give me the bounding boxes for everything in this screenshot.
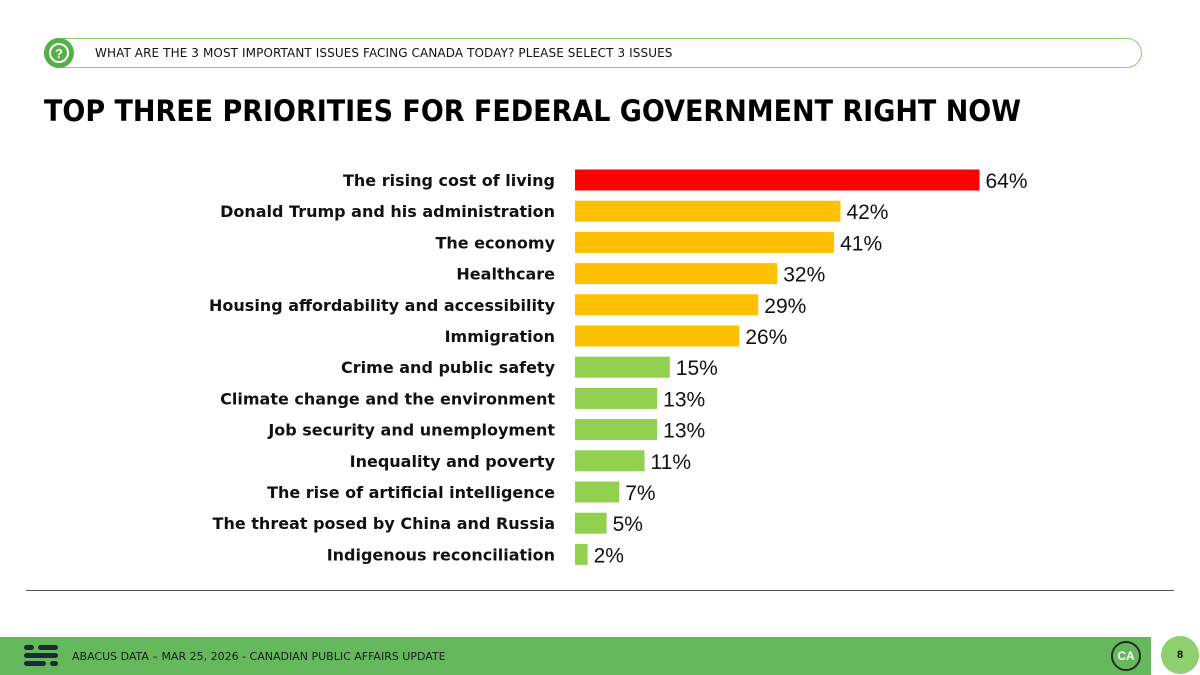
bar [575, 419, 658, 441]
value-label: 26% [745, 326, 787, 349]
value-label: 32% [783, 264, 825, 287]
bar [575, 481, 620, 503]
bar [575, 356, 670, 378]
category-label: The economy [435, 233, 555, 252]
bar [575, 512, 607, 534]
value-label: 5% [613, 513, 643, 536]
bar [575, 200, 841, 222]
bar [575, 325, 740, 347]
bar [575, 169, 980, 191]
category-label: Indigenous reconciliation [327, 545, 555, 564]
category-label: Housing affordability and accessibility [209, 296, 556, 315]
bar [575, 231, 835, 253]
category-label: Healthcare [456, 265, 555, 284]
value-label: 64% [985, 170, 1027, 193]
value-label: 29% [764, 295, 806, 318]
bar [575, 450, 645, 472]
category-label: Crime and public safety [341, 358, 556, 377]
footer-bar: ABACUS DATA – MAR 25, 2026 - CANADIAN PU… [0, 637, 1151, 675]
bar [575, 294, 759, 316]
page-number: 8 [1161, 636, 1199, 674]
category-label: Donald Trump and his administration [220, 202, 555, 221]
bar [575, 263, 778, 285]
value-label: 13% [663, 388, 705, 411]
category-label: Inequality and poverty [350, 452, 556, 471]
category-label: The rise of artificial intelligence [267, 483, 555, 502]
value-label: 41% [840, 232, 882, 255]
category-label: Immigration [445, 327, 555, 346]
footer-text: ABACUS DATA – MAR 25, 2026 - CANADIAN PU… [72, 650, 446, 663]
category-label: The rising cost of living [343, 171, 555, 190]
bar [575, 543, 588, 565]
question-icon: ? [44, 38, 74, 68]
value-label: 42% [846, 201, 888, 224]
divider [26, 590, 1174, 591]
category-label: Climate change and the environment [220, 389, 555, 408]
chart-title: TOP THREE PRIORITIES FOR FEDERAL GOVERNM… [44, 94, 1021, 128]
question-text: WHAT ARE THE 3 MOST IMPORTANT ISSUES FAC… [95, 46, 673, 60]
bar [575, 387, 658, 409]
category-label: The threat posed by China and Russia [213, 514, 555, 533]
abacus-logo-icon [20, 645, 60, 667]
value-label: 7% [625, 482, 655, 505]
value-label: 2% [594, 544, 624, 567]
value-label: 11% [651, 451, 691, 474]
question-banner: ? WHAT ARE THE 3 MOST IMPORTANT ISSUES F… [44, 38, 1142, 68]
value-label: 15% [676, 357, 718, 380]
category-label: Job security and unemployment [267, 421, 555, 440]
bar-chart: The rising cost of living 64% Donald Trump… [209, 169, 1028, 567]
value-label: 13% [663, 420, 705, 443]
ca-logo-icon: CA [1111, 641, 1141, 671]
